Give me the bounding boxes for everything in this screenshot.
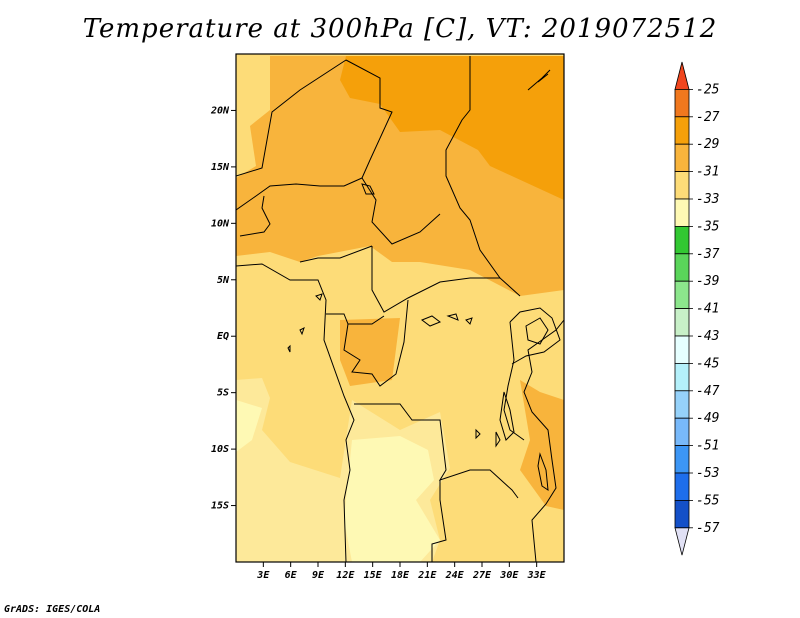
coast-islands [287, 293, 323, 353]
border-line-11 [509, 307, 561, 365]
colorbar-swatch [674, 253, 690, 282]
colorbar-swatch [674, 445, 690, 474]
lat-tick-label: 15S [211, 501, 229, 512]
border-line-10 [431, 480, 447, 562]
border-line-5 [299, 245, 373, 263]
coastline [236, 263, 564, 562]
colorbar-swatch [674, 417, 690, 447]
latitude-axis: 20N 15N 10N 5N EQ 5S 10S 15S [210, 105, 236, 512]
chart-title: Temperature at 300hPa [C], VT: 201907251… [82, 14, 718, 44]
lat-tick-label: 5N [217, 275, 230, 286]
red-sea-coast [527, 69, 551, 91]
country-borders [236, 56, 564, 562]
longitude-axis: 3E 6E 9E 12E 15E 18E 21E 24E 27E 30E 33E [256, 562, 547, 581]
colorbar-bottom-triangle [674, 527, 690, 556]
colorbar-label: -27 [696, 110, 720, 125]
border-line-3 [445, 56, 501, 279]
colorbar-label: -57 [696, 521, 720, 536]
colorbar-label: -41 [696, 302, 719, 317]
lat-tick-label: 15N [211, 162, 230, 173]
border-line-9 [354, 403, 519, 499]
lake-chad [361, 183, 375, 195]
colorbar-label: -47 [696, 384, 720, 399]
colorbar-swatch [674, 225, 690, 255]
colorbar-label: -25 [696, 82, 720, 97]
colorbar-swatch [674, 308, 690, 337]
colorbar-swatch [674, 171, 690, 200]
colorbar-swatch [674, 89, 690, 118]
colorbar-label: -39 [696, 274, 719, 289]
colorbar-swatch [674, 335, 690, 364]
colorbar-label: -51 [696, 439, 719, 454]
lon-tick-label: 9E [312, 570, 325, 581]
inland-water-2 [475, 428, 501, 448]
lon-tick-label: 33E [527, 570, 547, 581]
lake-tanganyika [499, 391, 515, 441]
lon-tick-label: 21E [417, 570, 437, 581]
colorbar-label: -49 [696, 411, 719, 426]
border-line-13 [239, 195, 271, 237]
border-line-1 [236, 59, 347, 177]
colorbar-top-triangle [674, 61, 690, 90]
temperature-field [236, 54, 564, 562]
field-band-m29 [236, 56, 564, 510]
field-band-m27 [340, 56, 564, 200]
colorbar-label: -35 [696, 219, 720, 234]
field-band-m35 [236, 400, 440, 562]
lake-victoria [525, 317, 549, 345]
colorbar-swatch [674, 390, 690, 419]
border-line-8 [343, 299, 409, 387]
lon-tick-label: 6E [285, 570, 298, 581]
lon-tick-label: 27E [472, 570, 492, 581]
lat-tick-label: 10S [211, 444, 229, 455]
colorbar-label: -53 [696, 466, 719, 481]
colorbar-label: -31 [696, 165, 719, 180]
colorbar-swatch [674, 362, 690, 392]
lat-tick-label: EQ [217, 331, 229, 342]
border-line-6 [371, 246, 521, 313]
colorbar-label: -33 [696, 192, 719, 207]
inland-water-1 [420, 313, 473, 327]
lon-tick-label: 24E [445, 570, 465, 581]
colorbar-swatch [674, 143, 690, 172]
colorbar-label: -29 [696, 137, 719, 152]
colorbar-label: -55 [696, 493, 720, 508]
lat-tick-label: 10N [211, 218, 230, 229]
lat-tick-label: 5S [217, 388, 229, 399]
colorbar-swatch [674, 499, 690, 529]
colorbar-swatch [674, 472, 690, 501]
lake-malawi [537, 452, 549, 492]
lon-tick-label: 30E [499, 570, 519, 581]
lon-tick-label: 12E [336, 570, 355, 581]
colorbar-swatch [674, 116, 690, 145]
colorbar-label: -37 [696, 247, 720, 262]
lon-tick-label: 15E [364, 570, 383, 581]
colorbar-label: -45 [696, 356, 720, 371]
colorbar-swatch [674, 198, 690, 227]
colorbar-swatch [674, 280, 690, 310]
lon-tick-label: 18E [391, 570, 410, 581]
colorbar: -25 -27 -29 -31 -33 -35 -37 -39 -41 -43 -45 -47 -49 -… [674, 61, 720, 556]
border-line-4 [236, 177, 363, 211]
lat-tick-label: 20N [210, 105, 230, 116]
lon-tick-label: 3E [256, 570, 270, 581]
colorbar-label: -43 [696, 329, 719, 344]
grads-credit: GrADS: IGES/COLA [4, 604, 101, 615]
